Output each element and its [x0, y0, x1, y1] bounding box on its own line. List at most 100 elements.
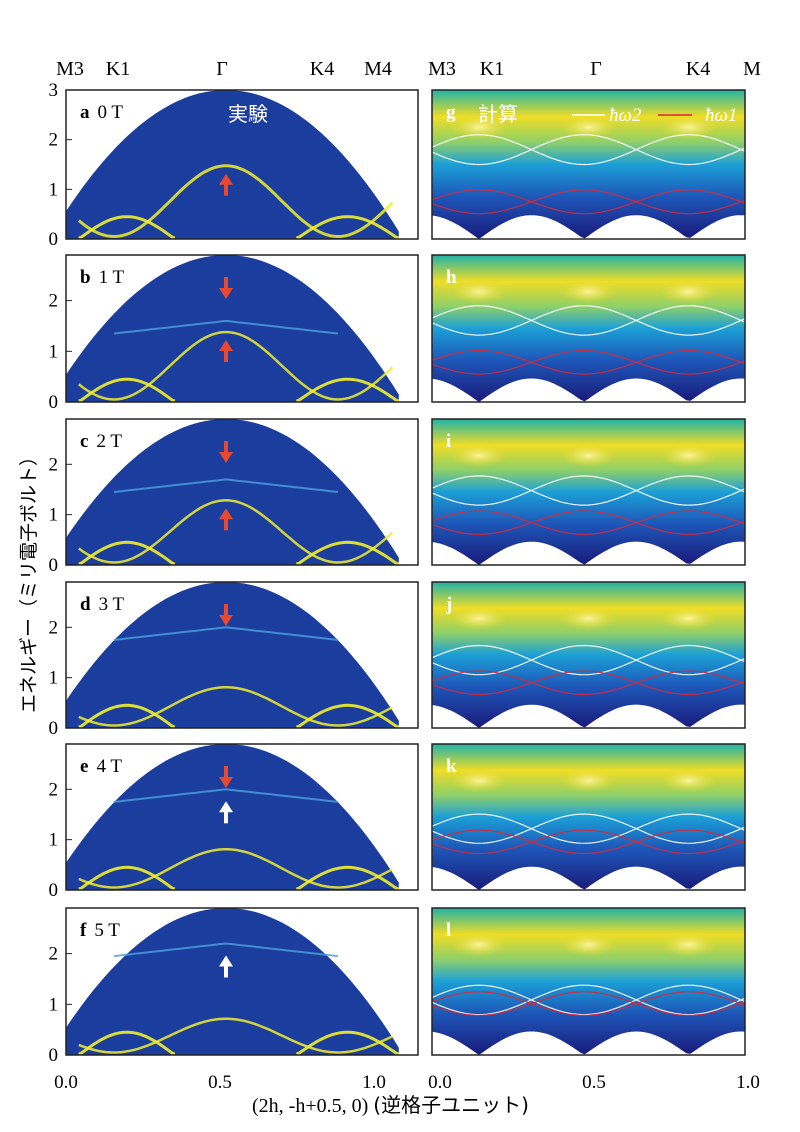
panel-frame — [431, 581, 746, 729]
top-label-right-3: K4 — [686, 58, 710, 80]
top-label-right-4: M — [743, 58, 761, 80]
legend-omega1: ħω1 — [705, 105, 737, 126]
calc-line-omega2 — [431, 984, 746, 1016]
top-label-left-3: K4 — [310, 58, 334, 80]
panel-frame — [431, 254, 746, 403]
band-lower — [78, 330, 394, 401]
calc-hotspot — [560, 115, 617, 140]
top-label-left-4: M4 — [364, 58, 392, 80]
top-label-right-2: Γ — [590, 58, 602, 80]
calc-line-omega2 — [431, 134, 746, 166]
panel-frame — [65, 254, 419, 403]
y-tick-label: 1 — [49, 179, 59, 200]
calc-line-omega1 — [431, 991, 746, 1016]
top-label-left-0: M3 — [56, 58, 84, 80]
y-tick-label: 0 — [49, 718, 59, 739]
y-tick-label: 3 — [49, 80, 59, 101]
calc-empty-region — [432, 866, 745, 890]
calc-line-omega1 — [431, 510, 746, 535]
y-tick-label: 0 — [49, 229, 59, 250]
y-tick-label: 0 — [49, 1045, 59, 1066]
panel-d: 0 1 2 d 3 T — [49, 581, 419, 739]
panel-c: 0 1 2 c 2 T — [49, 418, 419, 576]
calc-empty-region — [432, 1031, 745, 1055]
calc-hotspot — [660, 606, 717, 631]
calc-line-omega1 — [431, 189, 746, 215]
arrow-down-red — [219, 441, 233, 463]
calc-intensity — [432, 255, 745, 402]
calc-empty-region — [432, 378, 745, 402]
y-tick-label: 1 — [49, 341, 59, 362]
band-lower — [78, 847, 393, 889]
y-tick-label: 2 — [49, 779, 59, 800]
calc-line-omega1 — [431, 829, 746, 855]
calc-line-omega2 — [431, 475, 746, 506]
arrow-up-white — [219, 801, 233, 824]
calc-line-omega2 — [431, 984, 746, 1016]
x-tick-labels: 0.0 0.5 1.0 0.0 0.5 1.0 — [54, 1072, 760, 1093]
calc-hotspot — [450, 932, 507, 957]
calc-hotspot — [560, 606, 617, 631]
calc-empty-region — [432, 215, 745, 239]
intensity-region — [66, 908, 399, 1055]
band-edge-right — [295, 377, 400, 403]
top-label-right-0: M3 — [428, 58, 456, 80]
panel-j: j — [431, 581, 746, 729]
band-upper — [113, 626, 339, 641]
panel-b: 0 1 2 b 1 T — [49, 254, 419, 413]
panel-frame — [431, 743, 746, 891]
panel-e: 0 1 2 e 4 T — [49, 743, 419, 901]
top-label-left-1: K1 — [106, 58, 130, 80]
calc-line-omega1 — [431, 670, 746, 696]
calc-hotspot — [450, 115, 507, 140]
legend: ħω2 ħω1 — [572, 105, 737, 126]
y-axis-label: エネルギー（ミリ電子ボルト） — [18, 447, 40, 713]
calc-label: 計算 — [478, 102, 518, 126]
calc-hotspot — [560, 932, 617, 957]
calc-empty-region — [432, 541, 745, 565]
band-edge-left — [78, 703, 176, 729]
panel-label: i — [446, 431, 451, 452]
panel-frame — [65, 743, 419, 891]
calc-line-omega2 — [431, 134, 746, 166]
top-labels-right: M3 K1 Γ K4 M — [428, 58, 761, 80]
intensity-region — [66, 255, 399, 402]
calc-line-omega2 — [431, 813, 746, 844]
y-tick-label: 0 — [49, 880, 59, 901]
arrow-down-red — [219, 604, 233, 626]
calc-hotspot — [660, 768, 717, 793]
y-tick-label: 0 — [49, 392, 59, 413]
panel-frame — [65, 907, 419, 1056]
x-tick-label-right: 1.0 — [736, 1072, 760, 1093]
calc-hotspot — [450, 606, 507, 631]
band-upper — [113, 942, 339, 958]
band-edge-right — [295, 540, 400, 566]
calc-line-omega2 — [431, 644, 746, 676]
arrow-down-red — [219, 766, 233, 788]
panel-frame — [65, 581, 419, 729]
calc-hotspot — [450, 443, 507, 468]
panel-label: l — [446, 920, 451, 941]
y-tick-label: 2 — [49, 130, 59, 151]
calc-hotspot — [560, 279, 617, 304]
calc-intensity — [432, 908, 745, 1055]
panel-l: l — [431, 907, 746, 1056]
calc-intensity — [432, 744, 745, 890]
panel-label: h — [446, 267, 457, 288]
calc-hotspot — [450, 279, 507, 304]
calc-line-omega1 — [431, 510, 746, 535]
top-labels-left: M3 K1 Γ K4 M4 — [56, 58, 392, 80]
panel-frame — [431, 89, 746, 240]
y-tick-label: 0 — [49, 555, 59, 576]
y-tick-label: 2 — [49, 617, 59, 638]
calc-line-omega2 — [431, 813, 746, 844]
calc-line-omega1 — [431, 991, 746, 1016]
arrow-up-white — [219, 955, 233, 978]
arrow-up-red — [219, 173, 233, 196]
band-lower — [78, 1017, 393, 1054]
legend-omega2: ħω2 — [609, 105, 642, 126]
panel-frame — [431, 907, 746, 1056]
